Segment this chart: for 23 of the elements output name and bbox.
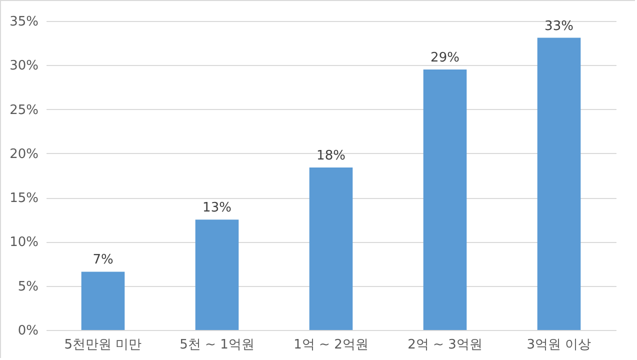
data-label: 7%: [92, 252, 114, 268]
y-tick-label: 20%: [10, 146, 38, 162]
x-tick-label: 5천만원 미만: [64, 338, 142, 352]
y-tick-label: 30%: [10, 58, 38, 74]
y-tick-label: 5%: [18, 279, 38, 294]
data-label: 33%: [544, 18, 574, 34]
x-tick-label: 3억원 이상: [526, 338, 592, 352]
x-tick-label: 2억 ~ 3억원: [408, 338, 482, 352]
bar: [423, 70, 467, 330]
bar: [537, 38, 581, 330]
data-label: 29%: [430, 50, 460, 66]
y-tick-label: 35%: [10, 14, 38, 30]
y-tick-label: 15%: [10, 191, 38, 206]
bar: [195, 220, 239, 330]
data-label: 18%: [316, 148, 346, 164]
x-tick-label: 5천 ~ 1억원: [180, 338, 254, 352]
y-tick-label: 10%: [10, 235, 38, 250]
y-tick-label: 25%: [10, 102, 38, 118]
bar: [81, 272, 125, 330]
x-tick-label: 1억 ~ 2억원: [294, 338, 368, 352]
data-label: 13%: [202, 200, 232, 216]
bar: [309, 168, 353, 330]
y-tick-label: 0%: [18, 324, 38, 338]
